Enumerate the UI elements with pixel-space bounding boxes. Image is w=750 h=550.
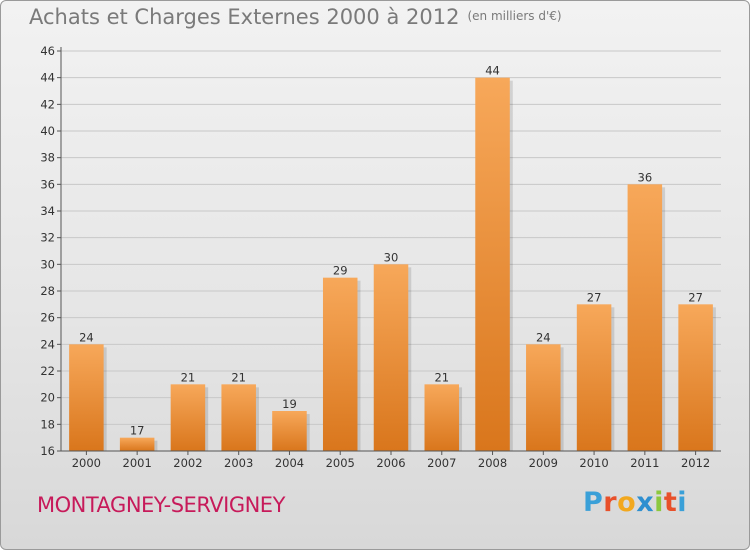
y-tick-label: 38 [40, 151, 55, 165]
x-tick-label: 2010 [579, 456, 608, 470]
x-tick-label: 2009 [529, 456, 558, 470]
x-tick-label: 2008 [478, 456, 507, 470]
bar [373, 264, 409, 451]
y-axis-ticks: 16 18 20 22 24 26 28 30 32 34 36 38 40 42 44 46 [40, 44, 55, 458]
bar [322, 277, 358, 451]
y-tick-label: 46 [40, 44, 55, 58]
y-tick-label: 16 [40, 444, 55, 458]
town-name: MONTAGNEY-SERVIGNEY [37, 493, 285, 517]
title-text: Achats et Charges Externes 2000 à 2012 [29, 5, 460, 29]
x-tick-label: 2005 [326, 456, 355, 470]
bar [424, 384, 460, 451]
y-tick-label: 32 [40, 231, 55, 245]
value-label: 17 [130, 424, 145, 438]
x-tick-label: 2011 [630, 456, 659, 470]
x-tick-label: 2006 [376, 456, 405, 470]
y-tick-label: 24 [40, 337, 55, 351]
logo-letter: x [636, 487, 655, 518]
bars: 24 17 21 21 19 29 30 21 44 24 27 36 27 [69, 64, 716, 452]
logo-letter: P [583, 487, 604, 518]
y-tick-label: 40 [40, 124, 55, 138]
y-tick-label: 18 [40, 417, 55, 431]
value-label: 27 [587, 290, 602, 304]
bar [170, 384, 206, 451]
bar [576, 304, 612, 451]
logo-letter: t [663, 487, 678, 518]
bar [221, 384, 256, 451]
value-label: 19 [282, 397, 297, 411]
x-axis-ticks: 2000 2001 2002 2003 2004 2005 2006 2007 2008 2009… [72, 451, 710, 470]
y-tick-label: 28 [40, 284, 55, 298]
x-tick-label: 2002 [173, 456, 202, 470]
value-label: 21 [434, 370, 449, 384]
x-tick-label: 2007 [427, 456, 456, 470]
x-tick-label: 2000 [72, 456, 101, 470]
title-unit: (en milliers d'€) [467, 9, 562, 23]
logo-letter: o [617, 487, 637, 518]
bar [678, 304, 713, 451]
logo-letter: i [654, 487, 664, 518]
value-label: 44 [485, 64, 500, 78]
value-label: 36 [638, 170, 653, 184]
value-label: 27 [688, 290, 703, 304]
y-tick-label: 34 [40, 204, 55, 218]
value-label: 30 [384, 250, 399, 264]
bar [69, 344, 104, 451]
value-label: 29 [333, 264, 348, 278]
chart-title: Achats et Charges Externes 2000 à 2012 (e… [29, 5, 562, 29]
value-label: 21 [231, 370, 246, 384]
x-tick-label: 2003 [224, 456, 253, 470]
logo-letter: i [677, 487, 688, 518]
x-tick-label: 2012 [681, 456, 710, 470]
bar [119, 437, 155, 451]
logo-letter: r [603, 487, 618, 518]
bar [475, 77, 510, 452]
y-tick-label: 42 [40, 97, 55, 111]
y-tick-label: 26 [40, 311, 55, 325]
value-label: 21 [181, 370, 196, 384]
x-tick-label: 2001 [123, 456, 152, 470]
bar [272, 411, 307, 451]
proxiti-logo: Proxiti [583, 487, 687, 518]
y-tick-label: 30 [40, 257, 55, 271]
y-tick-label: 44 [40, 71, 55, 85]
y-tick-label: 36 [40, 177, 55, 191]
x-tick-label: 2004 [275, 456, 304, 470]
value-label: 24 [536, 330, 551, 344]
y-tick-label: 22 [40, 364, 55, 378]
value-label: 24 [79, 330, 94, 344]
bar [627, 184, 663, 452]
bar [526, 344, 561, 451]
y-tick-label: 20 [40, 391, 55, 405]
